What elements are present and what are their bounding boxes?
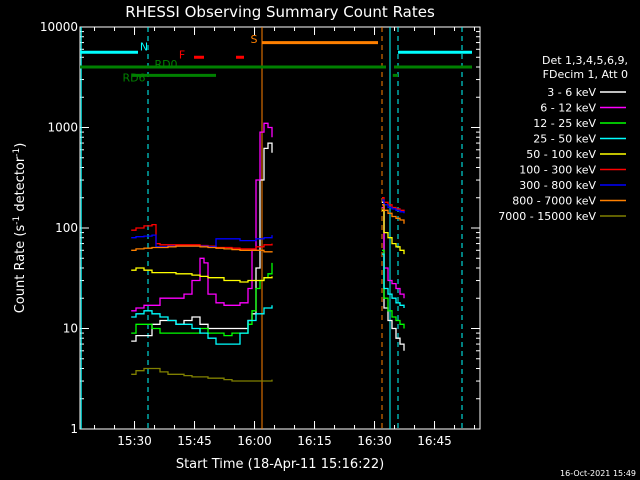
y-tick-label: 1 — [70, 422, 78, 436]
time-markers — [80, 27, 463, 429]
series-line — [131, 367, 273, 382]
y-tick-label: 10000 — [40, 20, 78, 34]
legend-header: FDecim 1, Att 0 — [543, 68, 628, 81]
x-tick-label: 16:30 — [357, 434, 392, 448]
flag-bar-label: RD0 — [154, 58, 177, 71]
legend-entry-label: 25 - 50 keV — [533, 133, 596, 146]
legend-entry-label: 7000 - 15000 keV — [498, 210, 596, 223]
series-line — [382, 253, 405, 308]
series-line — [131, 122, 273, 312]
series-line — [382, 204, 405, 224]
x-tick-label: 15:30 — [117, 434, 152, 448]
x-axis: 15:30 15:45 16:00 16:15 16:30 16:45 — [94, 27, 476, 448]
x-tick-label: 16:00 — [237, 434, 272, 448]
legend: Det 1,3,4,5,6,9,FDecim 1, Att 0 3 - 6 keV… — [498, 54, 628, 223]
legend-header: Det 1,3,4,5,6,9, — [542, 54, 628, 67]
series-line — [131, 267, 273, 283]
flag-bar-label: S — [251, 33, 258, 46]
series-lines — [131, 122, 405, 382]
chart-title: RHESSI Observing Summary Count Rates — [125, 3, 435, 21]
series-line — [382, 201, 405, 351]
legend-entry-label: 12 - 25 keV — [533, 117, 596, 130]
legend-entry-label: 6 - 12 keV — [540, 102, 596, 115]
y-tick-label: 100 — [55, 221, 78, 235]
legend-entry-label: 800 - 7000 keV — [512, 195, 596, 208]
y-tick-label: 1000 — [47, 121, 78, 135]
x-axis-label: Start Time (18-Apr-11 15:16:22) — [176, 457, 384, 472]
series-line — [382, 249, 405, 329]
y-axis-label: Count Rate (s-1 detector-1) — [12, 143, 28, 314]
series-line — [382, 209, 405, 255]
x-tick-label: 16:45 — [417, 434, 452, 448]
flag-bar-label: F — [179, 49, 185, 62]
legend-entry-label: 100 - 300 keV — [519, 164, 596, 177]
series-line — [131, 245, 273, 253]
legend-entry-label: 50 - 100 keV — [526, 148, 596, 161]
x-tick-label: 15:45 — [177, 434, 212, 448]
x-tick-label: 16:15 — [297, 434, 332, 448]
legend-entry-label: 3 - 6 keV — [547, 86, 596, 99]
flag-bars: N S RD0 RD6 F — [80, 33, 472, 84]
render-timestamp: 16-Oct-2021 15:49 — [560, 469, 636, 478]
legend-entry-label: 300 - 800 keV — [519, 179, 596, 192]
y-tick-label: 10 — [63, 322, 78, 336]
series-line — [131, 305, 273, 345]
flag-bar-label: RD6 — [122, 71, 145, 84]
flag-bar-label: N — [140, 40, 148, 53]
